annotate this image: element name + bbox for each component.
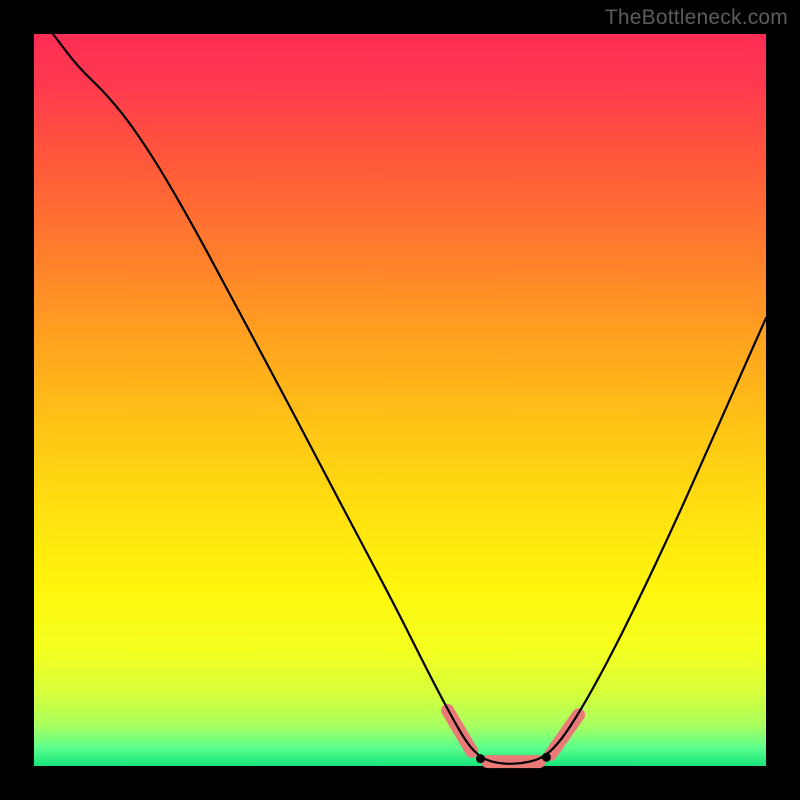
chart-stage: TheBottleneck.com (0, 0, 800, 800)
bottleneck-curve-chart (0, 0, 800, 800)
watermark-text: TheBottleneck.com (605, 6, 788, 30)
